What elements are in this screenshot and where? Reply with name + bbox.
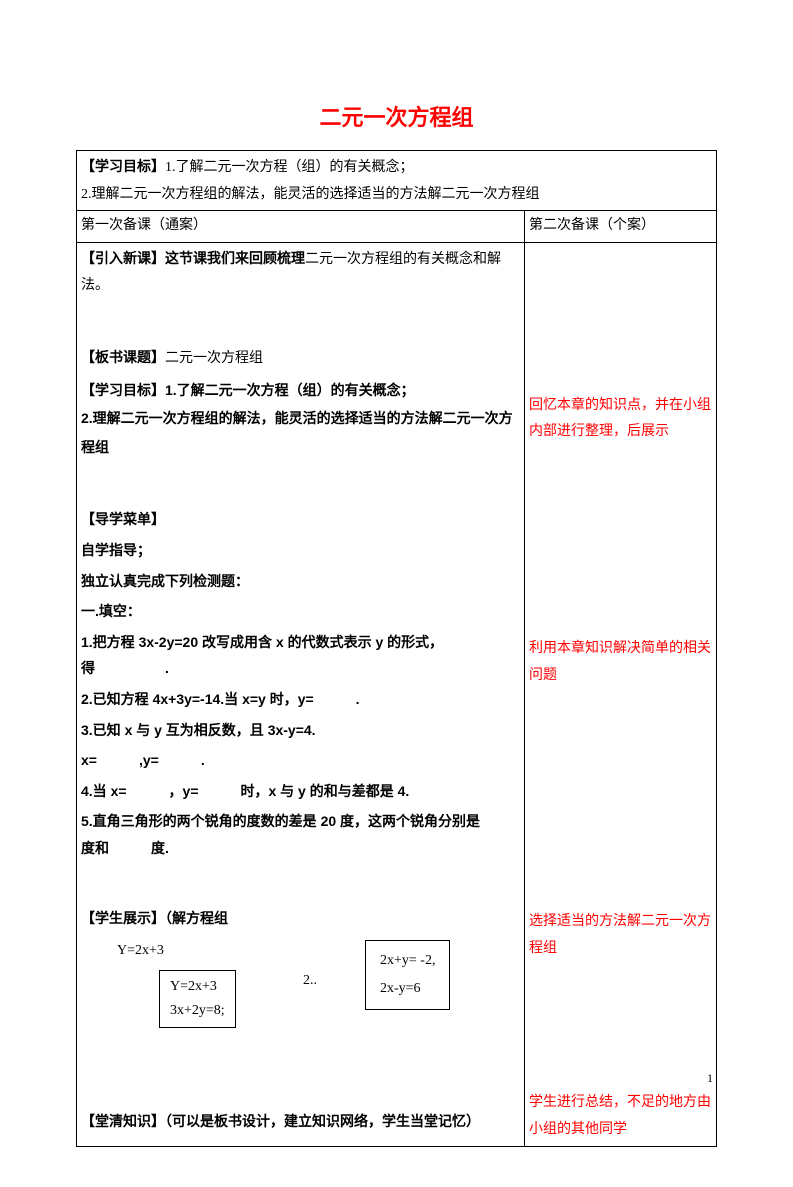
goal-section: 【学习目标】1.了解二元一次方程（组）的有关概念； 2.理解二元一次方程组的解法… [81, 377, 520, 463]
goal-label: 【学习目标】 [81, 158, 165, 174]
eq-top: Y=2x+3 [117, 938, 164, 965]
spacer [81, 865, 520, 905]
show-label: 【学生展示】 [81, 910, 165, 926]
spacer [81, 466, 520, 506]
board-text: 二元一次方程组 [165, 351, 263, 366]
goal1-text: 1.了解二元一次方程（组）的有关概念； [165, 382, 415, 398]
menu-sub: 自学指导； [81, 537, 520, 564]
show-text: （解方程组 [165, 910, 228, 926]
content-left: 【引入新课】这节课我们来回顾梳理二元一次方程组的有关概念和解法。 【板书课题】二… [77, 242, 525, 1146]
eq2-line1: 2x+y= -2, [380, 947, 435, 975]
header-left: 第一次备课（通案） [77, 211, 525, 243]
goal-1: 1.了解二元一次方程（组）的有关概念； [165, 160, 414, 175]
eq1-line2: 3x+2y=8; [170, 999, 225, 1023]
note-2: 利用本章知识解决简单的相关问题 [529, 636, 712, 689]
menu-line: 独立认真完成下列检测题： [81, 568, 520, 595]
equation-area: Y=2x+3 Y=2x+3 3x+2y=8; 2.. 2x+y= -2, 2x-… [81, 938, 520, 1068]
equation-box-1: Y=2x+3 3x+2y=8; [159, 970, 236, 1028]
header-right: 第二次备课（个案） [525, 211, 717, 243]
spacer [81, 304, 520, 344]
lesson-table: 【学习目标】1.了解二元一次方程（组）的有关概念； 2.理解二元一次方程组的解法… [76, 150, 717, 1147]
note-4: 学生进行总结，不足的地方由小组的其他同学 [529, 1090, 712, 1143]
board-section: 【板书课题】二元一次方程组 [81, 344, 520, 373]
eq-mid-label: 2.. [303, 968, 317, 995]
eq2-line2: 2x-y=6 [380, 975, 435, 1003]
show-section: 【学生展示】（解方程组 [81, 905, 520, 934]
content-row: 【引入新课】这节课我们来回顾梳理二元一次方程组的有关概念和解法。 【板书课题】二… [77, 242, 717, 1146]
page-title: 二元一次方程组 [76, 100, 717, 132]
q5: 5.直角三角形的两个锐角的度数的差是 20 度，这两个锐角分别是 度和 度. [81, 808, 520, 861]
content-right: 回忆本章的知识点，并在小组内部进行整理，后展示 利用本章知识解决简单的相关问题 … [525, 242, 717, 1146]
intro-section: 【引入新课】这节课我们来回顾梳理二元一次方程组的有关概念和解法。 [81, 245, 520, 300]
q3b: x= ,y= . [81, 747, 520, 774]
header-row: 第一次备课（通案） 第二次备课（个案） [77, 211, 717, 243]
goal-label2: 【学习目标】 [81, 382, 165, 398]
goal-2: 2.理解二元一次方程组的解法，能灵活的选择适当的方法解二元一次方程组 [81, 187, 540, 202]
page-root: 二元一次方程组 【学习目标】1.了解二元一次方程（组）的有关概念； 2.理解二元… [0, 0, 793, 1187]
q4: 4.当 x= ，y= 时，x 与 y 的和与差都是 4. [81, 778, 520, 805]
q2: 2.已知方程 4x+3y=-14.当 x=y 时，y= . [81, 686, 520, 713]
equation-box-2: 2x+y= -2, 2x-y=6 [365, 940, 450, 1010]
eq1-line1: Y=2x+3 [170, 975, 225, 999]
note-3: 选择适当的方法解二元一次方程组 [529, 909, 712, 962]
page-number: 1 [707, 1071, 713, 1086]
intro-label: 【引入新课】 [81, 250, 165, 266]
board-label: 【板书课题】 [81, 349, 165, 365]
goal-row: 【学习目标】1.了解二元一次方程（组）的有关概念； 2.理解二元一次方程组的解法… [77, 151, 717, 211]
goal2-text: 2.理解二元一次方程组的解法，能灵活的选择适当的方法解二元一次方程组 [81, 410, 513, 455]
goal-cell: 【学习目标】1.了解二元一次方程（组）的有关概念； 2.理解二元一次方程组的解法… [77, 151, 717, 211]
intro-text: 这节课我们来回顾梳理 [165, 250, 305, 266]
q3a: 3.已知 x 与 y 互为相反数，且 3x-y=4. [81, 717, 520, 744]
fill-label: 一.填空： [81, 598, 520, 625]
clear-section: 【堂清知识】（可以是板书设计，建立知识网络，学生当堂记忆） [81, 1108, 520, 1137]
spacer [81, 1068, 520, 1108]
menu-label: 【导学菜单】 [81, 506, 520, 533]
note-1: 回忆本章的知识点，并在小组内部进行整理，后展示 [529, 393, 712, 446]
q1: 1.把方程 3x-2y=20 改写成用含 x 的代数式表示 y 的形式，得 . [81, 629, 520, 682]
clear-label: 【堂清知识】 [81, 1113, 165, 1129]
clear-text: （可以是板书设计，建立知识网络，学生当堂记忆） [165, 1113, 480, 1129]
